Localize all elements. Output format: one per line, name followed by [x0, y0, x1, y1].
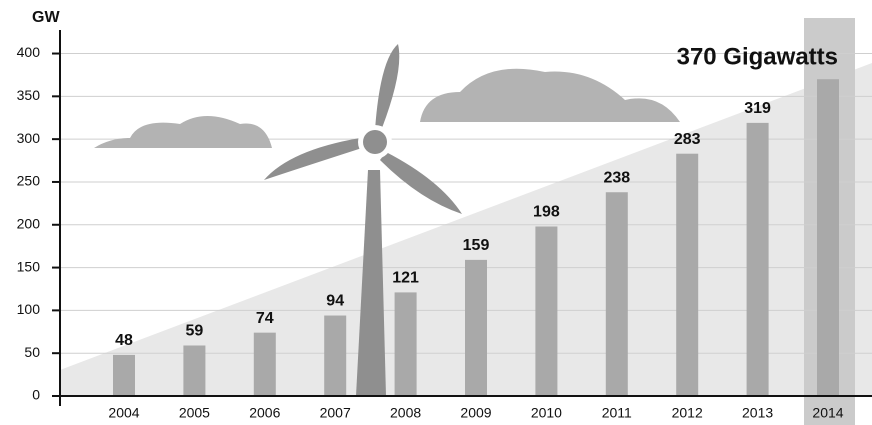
y-axis-label: GW: [32, 9, 60, 26]
x-tick-label: 2004: [108, 405, 139, 421]
x-tick-label: 2009: [460, 405, 491, 421]
annotation: 370 Gigawatts: [677, 43, 838, 70]
x-tick-label: 2012: [672, 405, 703, 421]
bar: [746, 122, 769, 396]
y-tick-label: 0: [32, 387, 40, 403]
background-area: [60, 63, 872, 396]
y-tick-label: 350: [17, 87, 41, 103]
value-label: 319: [744, 100, 771, 117]
bar: [605, 192, 628, 396]
y-tick-label: 200: [17, 215, 41, 231]
x-tick-label: 2005: [179, 405, 210, 421]
value-label: 48: [115, 332, 133, 349]
value-label: 74: [256, 310, 274, 327]
y-tick-label: 150: [17, 258, 41, 274]
x-tick-label: 2007: [320, 405, 351, 421]
x-tick-label: 2008: [390, 405, 421, 421]
value-label: 121: [392, 270, 419, 287]
y-tick-label: 100: [17, 301, 41, 317]
bar: [676, 153, 699, 396]
bar: [535, 226, 558, 396]
value-label: 238: [603, 169, 630, 186]
bar: [817, 79, 839, 396]
value-label: 283: [674, 131, 701, 148]
y-tick-label: 250: [17, 173, 41, 189]
value-label: 198: [533, 204, 560, 221]
x-tick-label: 2014: [812, 405, 843, 421]
bar: [253, 332, 276, 396]
bar: [394, 292, 417, 396]
bar: [113, 354, 135, 396]
value-label: 94: [326, 293, 344, 310]
x-tick-label: 2006: [249, 405, 280, 421]
bar: [183, 345, 206, 396]
bars: [113, 79, 839, 396]
y-tick-label: 400: [17, 44, 41, 60]
x-tick-label: 2011: [602, 405, 632, 421]
x-tick-label: 2013: [742, 405, 773, 421]
y-tick-label: 50: [24, 344, 40, 360]
x-tick-label: 2010: [531, 405, 562, 421]
y-tick-label: 300: [17, 130, 41, 146]
clouds: [94, 68, 680, 148]
value-label: 59: [186, 323, 204, 340]
windmill: [264, 44, 462, 396]
bar: [324, 315, 347, 396]
bar: [465, 259, 487, 396]
value-label: 159: [463, 237, 490, 254]
